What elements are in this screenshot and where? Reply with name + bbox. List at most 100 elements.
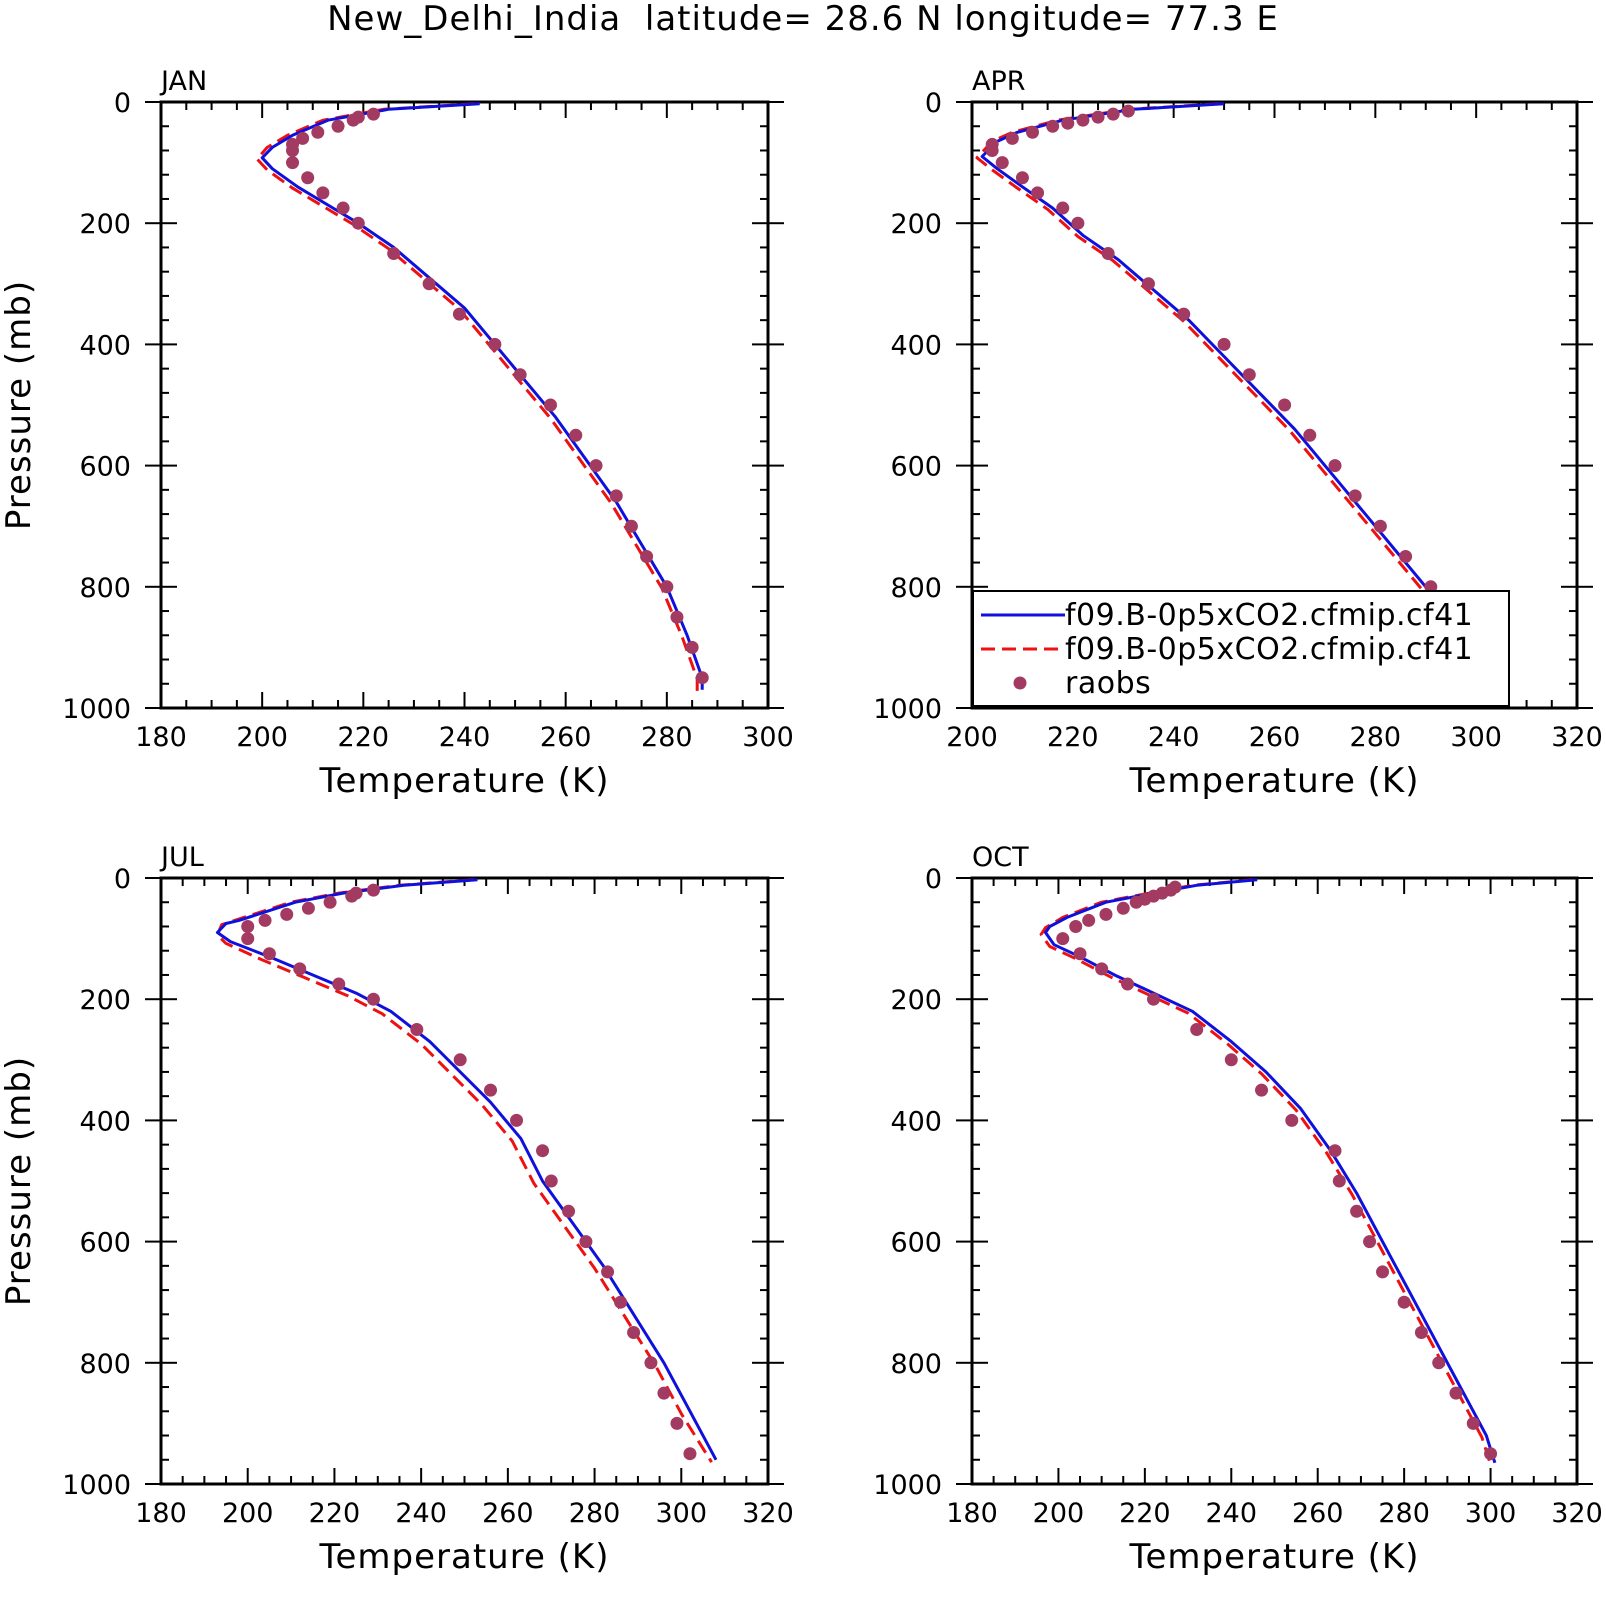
x-tick-label: 200 [222,1498,274,1529]
raobs-point [286,156,300,170]
raobs-point [685,640,699,654]
raobs-point [1332,1174,1346,1188]
y-tick-label: 0 [925,88,942,119]
raobs-point [683,1447,697,1461]
raobs-point [336,201,350,215]
raobs-point [1101,247,1115,260]
x-tick-label: 180 [946,1498,998,1529]
y-tick-label: 600 [890,452,942,483]
raobs-point [536,1144,550,1158]
x-tick-label: 260 [482,1498,534,1529]
x-tick-label: 320 [1551,722,1603,753]
legend: f09.B-0p5xCO2.cfmip.cf41f09.B-0p5xCO2.cf… [972,590,1510,707]
raobs-point [258,913,272,927]
raobs-point [1073,947,1087,961]
raobs-point [985,143,999,157]
raobs-point [262,947,276,961]
y-tick-label: 600 [890,1228,942,1259]
raobs-point [366,992,380,1006]
y-tick-label: 1000 [62,694,131,725]
x-tick-label: 220 [338,722,390,753]
raobs-point [1099,907,1113,921]
raobs-point [1449,1386,1463,1400]
raobs-point [513,368,527,382]
raobs-point [387,247,401,260]
raobs-point [1242,368,1256,382]
raobs-point [484,1083,498,1097]
raobs-point [1363,1235,1377,1249]
plot-frame [159,876,770,1486]
plot-area [1039,878,1498,1466]
x-tick-label: 200 [1033,1498,1085,1529]
x-tick-label: 280 [641,722,693,753]
raobs-point [695,671,709,685]
x-axis-label: Temperature (K) [318,1537,609,1577]
raobs-point [241,919,255,933]
raobs-point [1177,307,1191,321]
y-axis-label: Pressure (mb) [0,1056,39,1306]
y-tick-label: 600 [79,1228,131,1259]
raobs-point [366,883,380,897]
raobs-point [1015,171,1029,185]
y-tick-label: 400 [890,1106,942,1137]
x-axis-label: Temperature (K) [318,761,609,801]
raobs-point [293,962,307,976]
raobs-point [1121,977,1135,991]
raobs-point [1056,201,1070,215]
raobs-point [366,107,380,121]
raobs-point [510,1113,524,1127]
raobs-point [1026,125,1039,139]
x-tick-label: 260 [540,722,592,753]
raobs-point [1061,116,1075,130]
raobs-point [488,337,502,351]
y-tick-label: 400 [79,1106,131,1137]
x-axis-label: Temperature (K) [1128,761,1419,801]
raobs-point [1121,104,1135,118]
raobs-point [660,580,674,594]
raobs-point [1141,277,1155,291]
raobs-point [1031,186,1045,200]
raobs-point [1106,107,1120,121]
x-tick-label: 240 [395,1498,447,1529]
y-tick-label: 800 [79,1349,131,1380]
x-axis-label: Temperature (K) [1128,1537,1419,1577]
y-tick-label: 800 [890,1349,942,1380]
raobs-point [1076,113,1090,127]
raobs-point [1069,919,1083,933]
raobs-point [1082,913,1096,927]
y-tick-label: 600 [79,452,131,483]
y-tick-label: 1000 [873,694,942,725]
raobs-point [1328,1144,1342,1158]
raobs-point [280,907,294,921]
raobs-point [1147,992,1160,1006]
y-tick-label: 0 [114,88,131,119]
y-tick-label: 800 [79,573,131,604]
raobs-point [332,977,346,991]
x-tick-label: 260 [1292,1498,1344,1529]
raobs-point [351,216,365,230]
raobs-point [1285,1113,1299,1127]
y-tick-label: 0 [925,864,942,895]
x-tick-label: 240 [1148,722,1200,753]
x-tick-label: 300 [1450,722,1502,753]
raobs-point [316,186,330,200]
raobs-point [569,428,583,442]
raobs-point [1484,1447,1498,1461]
legend-label: f09.B-0p5xCO2.cfmip.cf41 [1065,632,1473,667]
raobs-point [1432,1356,1446,1370]
x-tick-label: 220 [309,1498,361,1529]
raobs-point [1005,131,1019,145]
raobs-point [627,1326,641,1339]
series-line-solid [215,878,718,1461]
raobs-point [1190,1023,1204,1036]
raobs-point [670,1416,684,1430]
raobs-point [579,1235,593,1249]
raobs-point [453,1053,467,1067]
raobs-point [1278,398,1292,412]
plot-area [215,878,718,1463]
raobs-point [286,143,300,157]
raobs-point [1373,519,1387,533]
x-tick-label: 200 [946,722,998,753]
